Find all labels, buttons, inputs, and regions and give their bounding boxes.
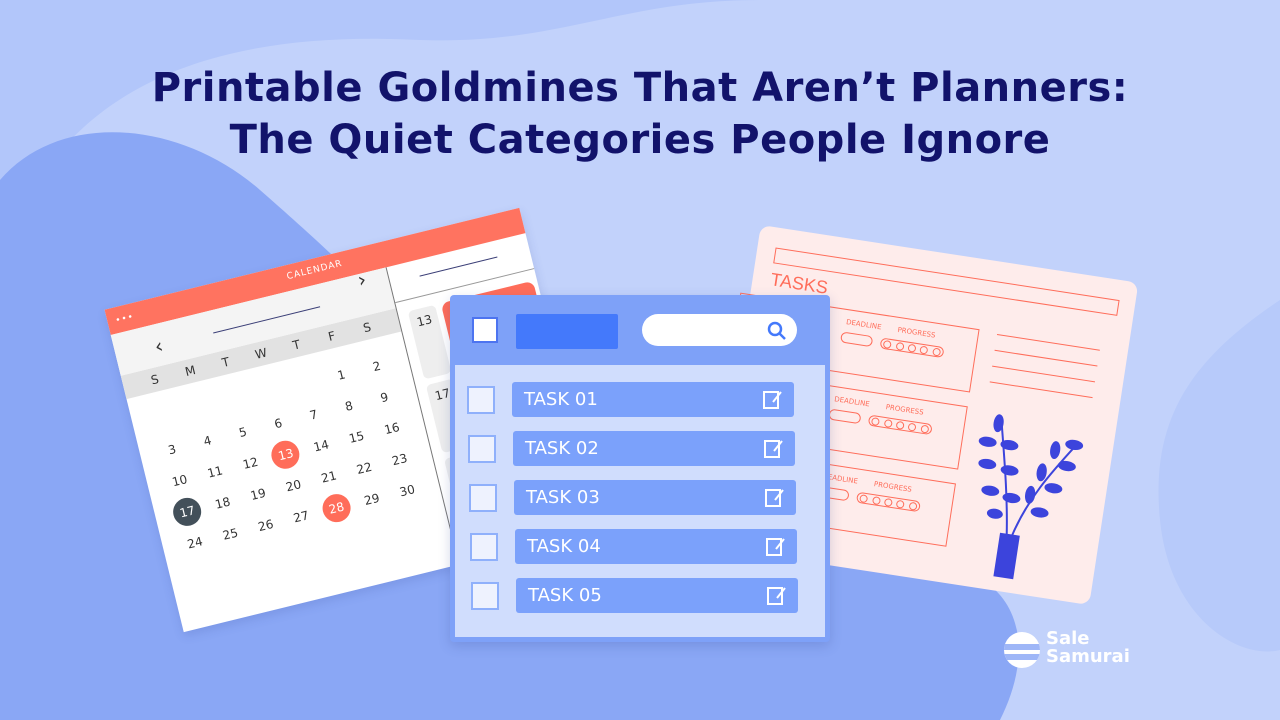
task-label-bar[interactable]: TASK 03 (514, 480, 796, 515)
empty-day (218, 384, 252, 418)
calendar-day[interactable]: 21 (319, 468, 338, 486)
calendar-day[interactable]: 17 (170, 494, 205, 529)
empty-day (183, 393, 217, 427)
calendar-day[interactable]: 15 (347, 428, 366, 446)
calendar-day[interactable]: 22 (355, 459, 374, 477)
task-sheet-illustration: TASKS DEADLINE PROGRESS DEADLINE PROGRES… (707, 224, 1139, 606)
chevron-left-icon: ‹ (151, 333, 166, 359)
task-row[interactable]: TASK 05 (471, 578, 798, 613)
edit-icon[interactable] (763, 438, 785, 460)
month-line (213, 306, 321, 334)
calendar-day[interactable]: 28 (319, 491, 354, 526)
task-checkbox[interactable] (471, 582, 499, 610)
calendar-day[interactable]: 18 (213, 494, 232, 512)
calendar-day[interactable]: 11 (206, 463, 225, 481)
calendar-day[interactable]: 1 (335, 367, 347, 383)
task-label-bar[interactable]: TASK 05 (516, 578, 798, 613)
search-icon (767, 321, 786, 340)
task-row[interactable]: TASK 02 (468, 431, 795, 466)
task-checkbox[interactable] (468, 435, 496, 463)
plant-icon (978, 414, 1084, 580)
task-checkbox[interactable] (470, 533, 498, 561)
task-row[interactable]: TASK 01 (467, 382, 794, 417)
calendar-day[interactable]: 20 (284, 477, 303, 495)
calendar-day[interactable]: 9 (378, 389, 390, 406)
task-checkbox[interactable] (469, 484, 497, 512)
task-label-bar[interactable]: TASK 01 (512, 382, 794, 417)
edit-icon[interactable] (766, 585, 788, 607)
calendar-day[interactable]: 29 (362, 490, 381, 509)
page-title: Printable Goldmines That Aren’t Planners… (151, 65, 1129, 163)
calendar-day[interactable]: 16 (382, 419, 402, 438)
calendar-day[interactable]: 10 (170, 472, 189, 490)
calendar-day[interactable]: 30 (398, 482, 417, 500)
calendar-day[interactable]: 4 (202, 433, 213, 449)
calendar-day[interactable]: 14 (312, 437, 331, 455)
edit-icon[interactable] (762, 389, 784, 411)
task-row[interactable]: TASK 03 (469, 480, 796, 515)
calendar-day[interactable]: 27 (292, 508, 311, 526)
calendar-day[interactable]: 5 (237, 424, 249, 440)
calendar-day[interactable]: 19 (249, 485, 268, 504)
calendar-day[interactable]: 7 (308, 407, 319, 423)
calendar-day[interactable]: 13 (268, 437, 303, 472)
edit-icon[interactable] (764, 487, 786, 509)
task-list-window: TASK 01 TASK 02 TASK 03 TASK 04 TASK 05 (450, 295, 830, 642)
empty-day (289, 367, 323, 401)
empty-day (254, 376, 288, 410)
task-row[interactable]: TASK 04 (470, 529, 797, 564)
calendar-day[interactable]: 26 (256, 516, 275, 535)
task-list: TASK 01 TASK 02 TASK 03 TASK 04 TASK 05 (455, 365, 825, 637)
task-label-bar[interactable]: TASK 04 (515, 529, 797, 564)
calendar-day[interactable]: 24 (185, 534, 205, 552)
logo-mark-icon (1004, 632, 1040, 668)
calendar-day[interactable]: 23 (390, 451, 409, 469)
task-checkbox[interactable] (467, 386, 495, 414)
calendar-day[interactable]: 2 (371, 358, 383, 375)
calendar-day[interactable]: 6 (272, 415, 284, 432)
edit-icon[interactable] (765, 536, 787, 558)
action-button[interactable] (516, 314, 618, 349)
calendar-day[interactable]: 12 (241, 454, 260, 472)
calendar-day[interactable]: 3 (166, 441, 178, 458)
empty-day (148, 402, 182, 436)
task-label-bar[interactable]: TASK 02 (513, 431, 795, 466)
select-all-checkbox[interactable] (472, 317, 498, 343)
calendar-day[interactable]: 8 (343, 398, 355, 414)
calendar-day[interactable]: 25 (221, 525, 240, 543)
search-input[interactable] (642, 314, 797, 346)
